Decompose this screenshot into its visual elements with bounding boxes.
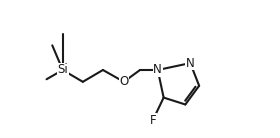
Text: N: N [186, 57, 195, 70]
Text: F: F [150, 114, 156, 127]
Text: O: O [119, 75, 129, 88]
Text: Si: Si [57, 63, 68, 76]
Text: N: N [153, 63, 162, 76]
